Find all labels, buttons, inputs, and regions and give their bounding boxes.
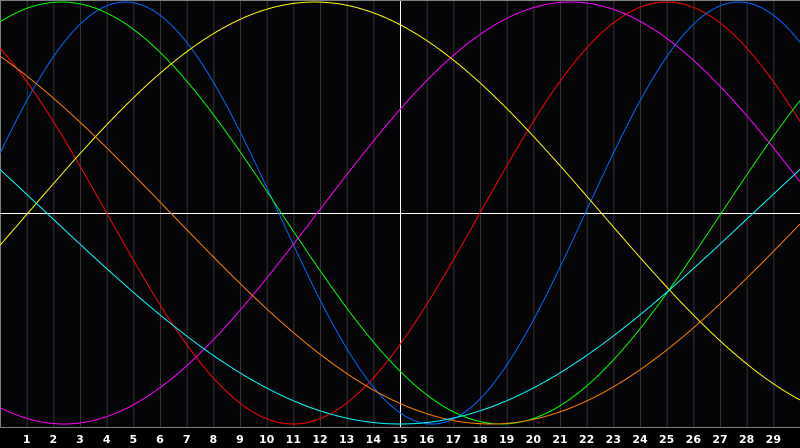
x-tick-label: 15	[392, 433, 407, 446]
x-tick-label: 17	[446, 433, 461, 446]
x-tick-label: 27	[712, 433, 727, 446]
series-line-4	[0, 1, 800, 401]
x-tick-label: 13	[339, 433, 354, 446]
x-tick-label: 5	[130, 433, 138, 446]
x-tick-label: 16	[419, 433, 435, 446]
x-tick-label: 2	[50, 433, 58, 446]
x-tick-label: 7	[183, 433, 191, 446]
x-tick-label: 10	[259, 433, 275, 446]
x-tick-label: 3	[76, 433, 84, 446]
x-tick-label: 8	[210, 433, 218, 446]
series-line-0	[0, 1, 800, 425]
x-tick-label: 18	[472, 433, 487, 446]
x-tick-label: 29	[766, 433, 781, 446]
series-line-2	[0, 1, 800, 425]
x-tick-label: 9	[236, 433, 244, 446]
x-tick-label: 26	[686, 433, 702, 446]
series-line-3	[0, 1, 800, 425]
x-tick-label: 6	[156, 433, 164, 446]
x-tick-label: 22	[579, 433, 594, 446]
x-tick-labels: 1 2 3 4 5 6 7 8 9 10 11 12 13 14 15 16 17 18 19 20 21 22 23 24 2…	[23, 433, 781, 446]
x-tick-label: 4	[103, 433, 111, 446]
x-tick-label: 28	[739, 433, 754, 446]
x-tick-label: 21	[552, 433, 567, 446]
series-line-6	[0, 169, 800, 425]
x-tick-label: 24	[632, 433, 648, 446]
x-tick-label: 23	[606, 433, 621, 446]
x-tick-label: 14	[366, 433, 382, 446]
series-line-5	[0, 55, 800, 425]
x-tick-label: 25	[659, 433, 674, 446]
x-tick-label: 19	[499, 433, 514, 446]
series-lines	[0, 1, 800, 425]
series-line-1	[0, 1, 800, 425]
x-tick-label: 12	[312, 433, 327, 446]
x-tick-label: 1	[23, 433, 31, 446]
axes	[0, 0, 800, 428]
x-tick-label: 20	[526, 433, 542, 446]
x-tick-label: 11	[286, 433, 301, 446]
